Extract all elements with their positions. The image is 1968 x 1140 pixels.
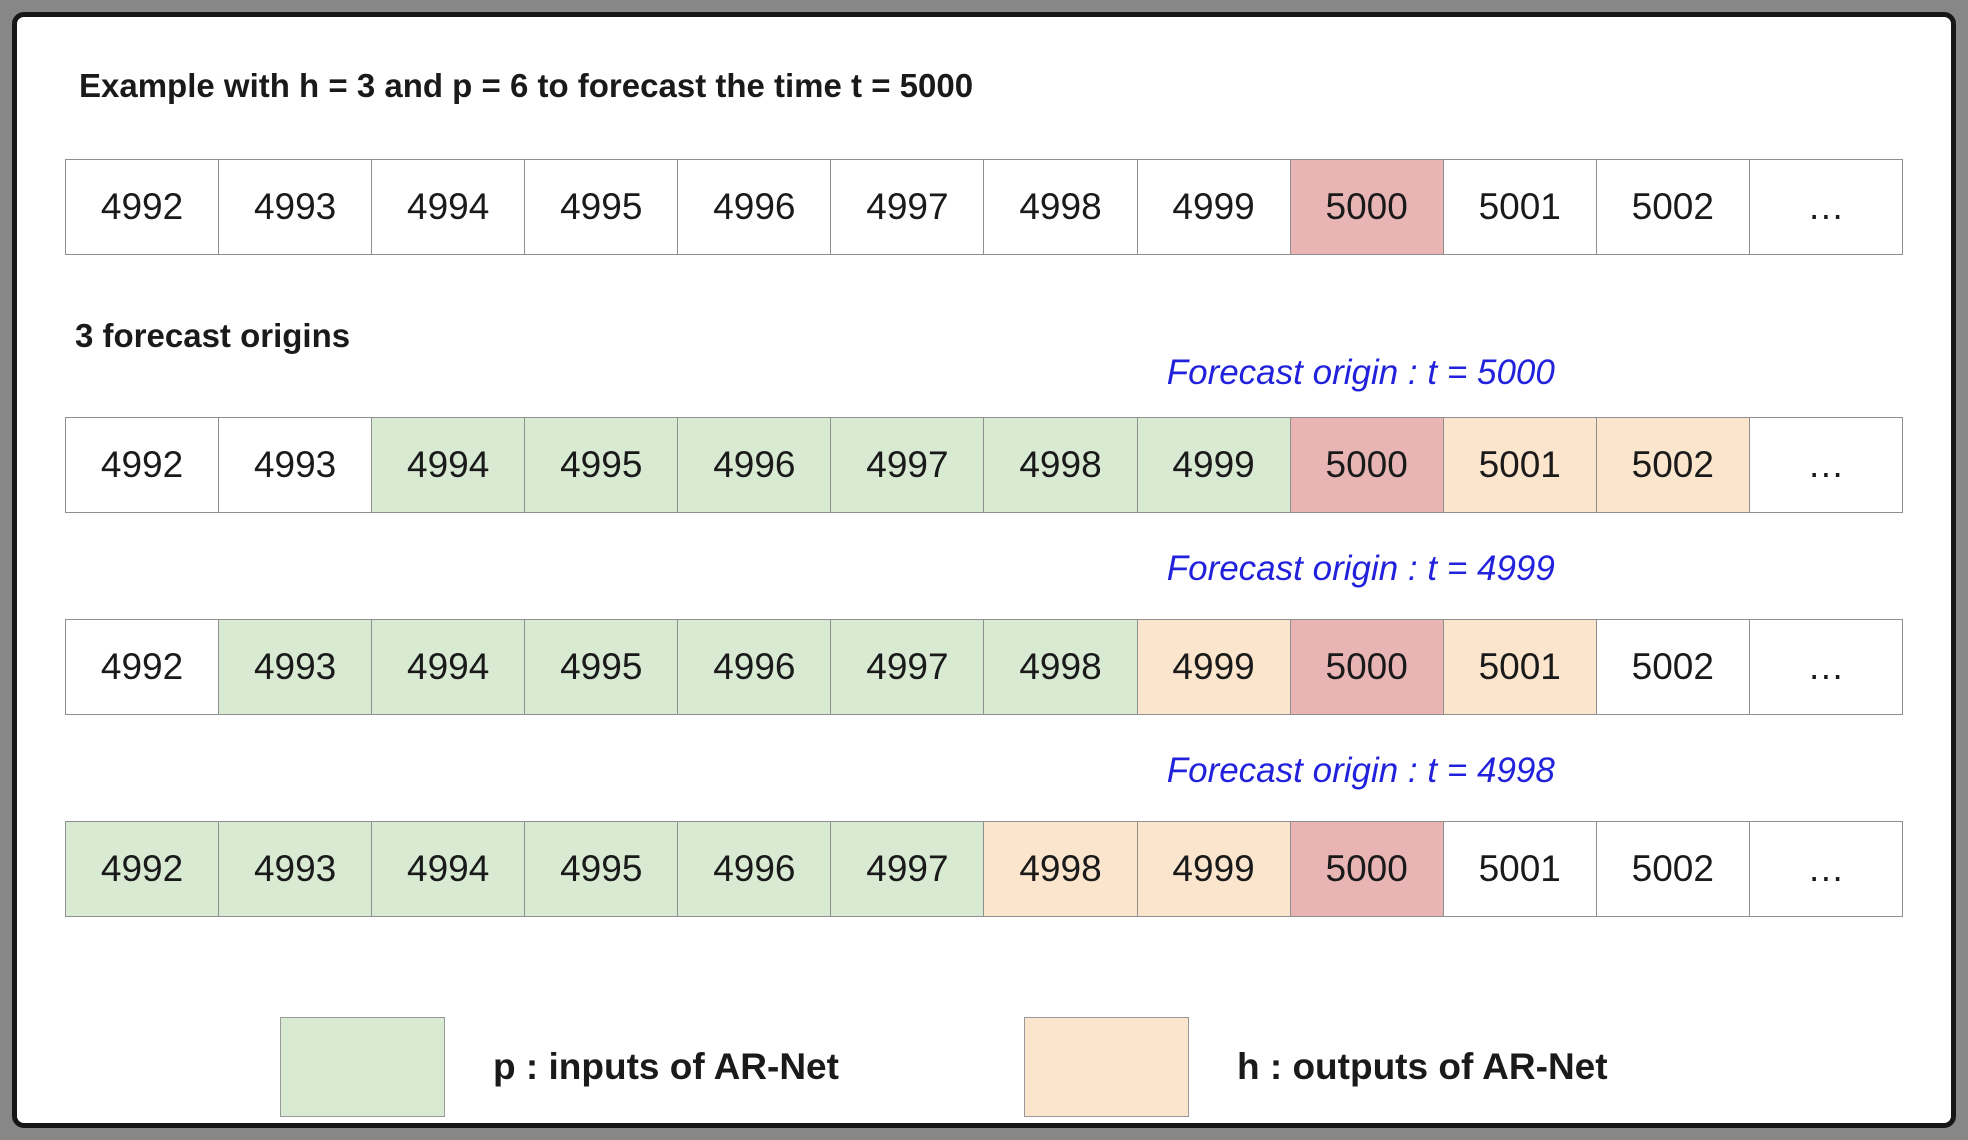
- cell-4993: 4993: [219, 159, 373, 255]
- cell-4996: 4996: [678, 159, 832, 255]
- cell-4992: 4992: [65, 159, 220, 255]
- cell-4996: 4996: [678, 417, 832, 513]
- cell-ellipsis: …: [1749, 159, 1903, 255]
- cell-4994: 4994: [372, 159, 526, 255]
- cell-4997: 4997: [831, 417, 985, 513]
- cell-4999: 4999: [1137, 619, 1291, 715]
- cell-4994: 4994: [372, 821, 526, 917]
- forecast-origin-label-4999: Forecast origin : t = 4999: [1166, 549, 1555, 588]
- figure-title: Example with h = 3 and p = 6 to forecast…: [79, 67, 974, 104]
- cell-4993: 4993: [219, 619, 373, 715]
- origins-block: 3 forecast origins Forecast origin : t =…: [65, 311, 1903, 392]
- cell-ellipsis: …: [1749, 821, 1903, 917]
- cell-5000: 5000: [1290, 821, 1444, 917]
- cell-4999: 4999: [1137, 417, 1291, 513]
- origins-count-label: 3 forecast origins: [75, 317, 351, 354]
- cell-5001: 5001: [1443, 821, 1597, 917]
- cell-4996: 4996: [678, 821, 832, 917]
- forecast-row-origin-4999: 4992 4993 4994 4995 4996 4997 4998 4999 5000 5001…: [65, 619, 1903, 715]
- forecast-origin-label-5000: Forecast origin : t = 5000: [1166, 353, 1555, 392]
- cell-4998: 4998: [984, 417, 1138, 513]
- cell-4995: 4995: [525, 417, 679, 513]
- cell-5000: 5000: [1290, 159, 1444, 255]
- cell-ellipsis: …: [1749, 619, 1903, 715]
- cell-4992: 4992: [65, 417, 220, 513]
- cell-4992: 4992: [65, 821, 220, 917]
- cell-4997: 4997: [831, 159, 985, 255]
- cell-4995: 4995: [525, 821, 679, 917]
- cell-4993: 4993: [219, 821, 373, 917]
- input-legend-label: p : inputs of AR-Net: [493, 1046, 839, 1087]
- output-legend-label: h : outputs of AR-Net: [1236, 1046, 1608, 1087]
- cell-4995: 4995: [525, 159, 679, 255]
- cell-5002: 5002: [1596, 619, 1750, 715]
- forecast-row-origin-5000: 4992 4993 4994 4995 4996 4997 4998 4999 5000 5001…: [65, 417, 1903, 513]
- cell-4998: 4998: [984, 619, 1138, 715]
- cell-5002: 5002: [1596, 159, 1750, 255]
- timeline-row: 4992 4993 4994 4995 4996 4997 4998 4999 5000 5001…: [65, 159, 1903, 255]
- output-color-swatch: [1023, 1017, 1189, 1117]
- cell-4996: 4996: [678, 619, 832, 715]
- cell-4994: 4994: [372, 619, 526, 715]
- figure-card: Example with h = 3 and p = 6 to forecast…: [12, 12, 1956, 1128]
- cell-4997: 4997: [831, 619, 985, 715]
- cell-5001: 5001: [1443, 619, 1597, 715]
- cell-4994: 4994: [372, 417, 526, 513]
- cell-5002: 5002: [1596, 417, 1750, 513]
- cell-4998: 4998: [984, 821, 1138, 917]
- input-color-swatch: [280, 1017, 445, 1117]
- cell-5001: 5001: [1443, 159, 1597, 255]
- forecast-origin-label-4998: Forecast origin : t = 4998: [1166, 751, 1555, 790]
- cell-4997: 4997: [831, 821, 985, 917]
- cell-4993: 4993: [219, 417, 373, 513]
- cell-5000: 5000: [1290, 619, 1444, 715]
- cell-4999: 4999: [1137, 821, 1291, 917]
- cell-4995: 4995: [525, 619, 679, 715]
- cell-4998: 4998: [984, 159, 1138, 255]
- legend: p : inputs of AR-Net h : outputs of AR-N…: [65, 1017, 1903, 1117]
- cell-4992: 4992: [65, 619, 220, 715]
- cell-ellipsis: …: [1749, 417, 1903, 513]
- cell-4999: 4999: [1137, 159, 1291, 255]
- forecast-row-origin-4998: 4992 4993 4994 4995 4996 4997 4998 4999 5000 5001…: [65, 821, 1903, 917]
- cell-5001: 5001: [1443, 417, 1597, 513]
- cell-5000: 5000: [1290, 417, 1444, 513]
- cell-5002: 5002: [1596, 821, 1750, 917]
